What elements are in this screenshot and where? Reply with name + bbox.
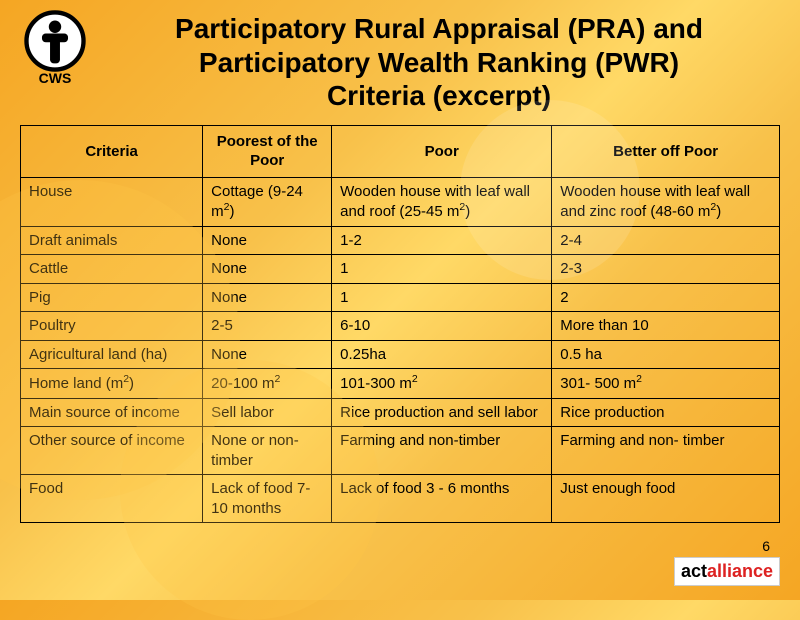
value-cell: 2-4 xyxy=(552,226,780,255)
value-cell: 0.5 ha xyxy=(552,340,780,369)
actalliance-logo: actalliance xyxy=(674,557,780,586)
value-cell: Lack of food 3 - 6 months xyxy=(332,475,552,523)
value-cell: Farming and non- timber xyxy=(552,427,780,475)
criteria-cell: Cattle xyxy=(21,255,203,284)
value-cell: None or non-timber xyxy=(203,427,332,475)
table-row: PigNone12 xyxy=(21,283,780,312)
table-row: Draft animalsNone1-22-4 xyxy=(21,226,780,255)
value-cell: Rice production and sell labor xyxy=(332,398,552,427)
title-line-2: Participatory Wealth Ranking (PWR) xyxy=(199,47,679,78)
value-cell: 1-2 xyxy=(332,226,552,255)
title-line-3: Criteria (excerpt) xyxy=(327,80,551,111)
criteria-cell: Pig xyxy=(21,283,203,312)
value-cell: None xyxy=(203,283,332,312)
col-header-better: Better off Poor xyxy=(552,125,780,177)
slide-header: CWS Participatory Rural Appraisal (PRA) … xyxy=(0,0,800,121)
value-cell: 1 xyxy=(332,283,552,312)
table-row: Main source of incomeSell laborRice prod… xyxy=(21,398,780,427)
cws-logo-icon xyxy=(24,10,86,72)
cws-logo-label: CWS xyxy=(39,70,72,86)
value-cell: More than 10 xyxy=(552,312,780,341)
value-cell: 2 xyxy=(552,283,780,312)
table-row: CattleNone12-3 xyxy=(21,255,780,284)
criteria-cell: Main source of income xyxy=(21,398,203,427)
title-line-1: Participatory Rural Appraisal (PRA) and xyxy=(175,13,703,44)
table-row: Agricultural land (ha)None0.25ha0.5 ha xyxy=(21,340,780,369)
value-cell: 6-10 xyxy=(332,312,552,341)
col-header-poorest: Poorest of the Poor xyxy=(203,125,332,177)
value-cell: Rice production xyxy=(552,398,780,427)
table-header-row: Criteria Poorest of the Poor Poor Better… xyxy=(21,125,780,177)
table-row: FoodLack of food 7-10 monthsLack of food… xyxy=(21,475,780,523)
value-cell: Lack of food 7-10 months xyxy=(203,475,332,523)
value-cell: 20-100 m2 xyxy=(203,369,332,399)
page-title: Participatory Rural Appraisal (PRA) and … xyxy=(98,10,780,113)
criteria-cell: Agricultural land (ha) xyxy=(21,340,203,369)
value-cell: 0.25ha xyxy=(332,340,552,369)
value-cell: 101-300 m2 xyxy=(332,369,552,399)
table-row: Home land (m2)20-100 m2101-300 m2301- 50… xyxy=(21,369,780,399)
value-cell: None xyxy=(203,340,332,369)
criteria-cell: Other source of income xyxy=(21,427,203,475)
page-number: 6 xyxy=(762,538,770,554)
value-cell: None xyxy=(203,226,332,255)
criteria-cell: Home land (m2) xyxy=(21,369,203,399)
value-cell: Just enough food xyxy=(552,475,780,523)
actalliance-alliance: alliance xyxy=(707,561,773,581)
cws-logo: CWS xyxy=(20,10,90,90)
criteria-cell: Food xyxy=(21,475,203,523)
col-header-poor: Poor xyxy=(332,125,552,177)
actalliance-act: act xyxy=(681,561,707,581)
criteria-table-wrap: Criteria Poorest of the Poor Poor Better… xyxy=(20,125,780,524)
value-cell: 301- 500 m2 xyxy=(552,369,780,399)
value-cell: 1 xyxy=(332,255,552,284)
criteria-cell: Poultry xyxy=(21,312,203,341)
table-row: HouseCottage (9-24 m2)Wooden house with … xyxy=(21,177,780,226)
value-cell: Wooden house with leaf wall and roof (25… xyxy=(332,177,552,226)
value-cell: 2-3 xyxy=(552,255,780,284)
table-row: Other source of incomeNone or non-timber… xyxy=(21,427,780,475)
value-cell: 2-5 xyxy=(203,312,332,341)
criteria-cell: Draft animals xyxy=(21,226,203,255)
criteria-table: Criteria Poorest of the Poor Poor Better… xyxy=(20,125,780,524)
col-header-criteria: Criteria xyxy=(21,125,203,177)
value-cell: Sell labor xyxy=(203,398,332,427)
value-cell: Cottage (9-24 m2) xyxy=(203,177,332,226)
value-cell: Farming and non-timber xyxy=(332,427,552,475)
criteria-cell: House xyxy=(21,177,203,226)
value-cell: Wooden house with leaf wall and zinc roo… xyxy=(552,177,780,226)
table-row: Poultry2-56-10More than 10 xyxy=(21,312,780,341)
value-cell: None xyxy=(203,255,332,284)
